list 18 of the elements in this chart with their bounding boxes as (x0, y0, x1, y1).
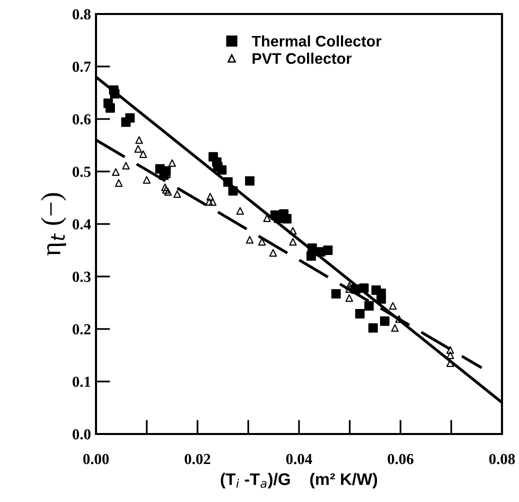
y-tick-label: 0.6 (72, 114, 91, 125)
y-tick-label: 0.7 (72, 62, 91, 72)
legend-label: Thermal Collector (252, 35, 382, 47)
y-tick-label: 0.2 (72, 324, 90, 335)
legend-label: PVT Collector (252, 52, 352, 64)
y-tick-label: 0.1 (72, 376, 90, 388)
y-tick-label: 0.0 (72, 429, 91, 440)
y-tick-label: 0.5 (72, 166, 91, 178)
y-axis-title: η$_{t}$ (−) (40, 193, 66, 256)
x-axis-title: (T$_{i}$ -T$_{a}$)/G (m² K/W) (220, 472, 378, 488)
y-tick-label: 0.8 (72, 9, 91, 20)
y-tick-label: 0.3 (72, 272, 91, 282)
x-tick-label: 0.08 (489, 454, 515, 464)
x-tick-label: 0.00 (83, 454, 109, 464)
x-tick-label: 0.04 (286, 454, 312, 464)
x-tick-label: 0.02 (184, 454, 210, 464)
y-tick-label: 0.4 (72, 219, 91, 230)
x-tick-label: 0.06 (388, 454, 414, 464)
